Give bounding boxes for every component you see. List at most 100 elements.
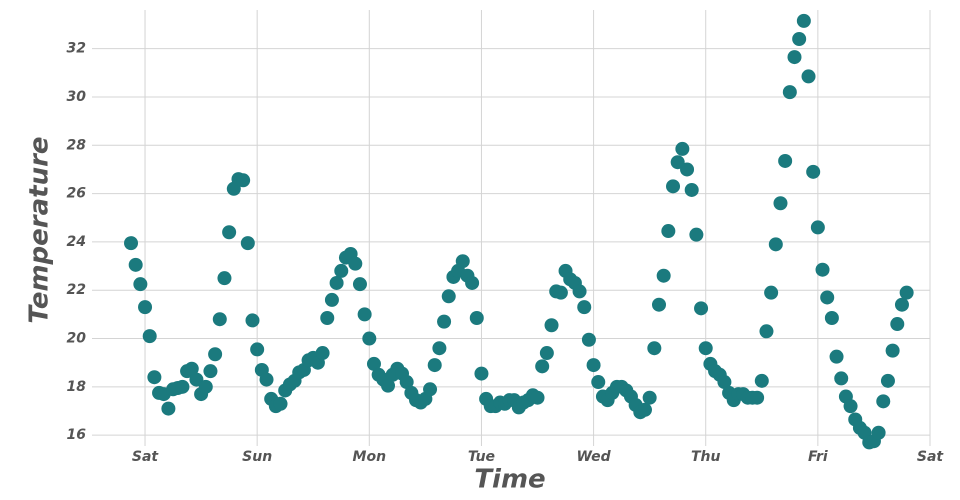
point — [694, 301, 709, 316]
point — [773, 196, 788, 211]
point — [474, 366, 489, 381]
point — [759, 324, 774, 339]
point — [366, 356, 381, 371]
point — [399, 375, 414, 390]
point — [544, 318, 559, 333]
point — [208, 347, 223, 362]
point — [787, 50, 802, 65]
point — [437, 314, 452, 329]
x-tick-label: Thu — [691, 449, 721, 465]
point — [198, 379, 213, 394]
point — [553, 285, 568, 300]
point — [806, 164, 821, 179]
point — [469, 311, 484, 326]
x-tick-label: Mon — [353, 449, 387, 465]
point — [750, 390, 765, 405]
point — [778, 153, 793, 168]
y-axis-title: Temperature — [25, 136, 55, 323]
point — [899, 285, 914, 300]
point — [577, 300, 592, 315]
y-tick-label: 18 — [67, 379, 87, 395]
point — [212, 312, 227, 327]
point — [675, 141, 690, 156]
x-tick-label: Sun — [242, 449, 272, 465]
point — [792, 31, 807, 46]
x-tick-label: Fri — [808, 449, 828, 465]
point — [432, 341, 447, 356]
point — [362, 331, 377, 346]
point — [829, 349, 844, 364]
y-tick-label: 32 — [67, 41, 86, 57]
x-axis-title: Time — [474, 465, 545, 495]
point — [894, 297, 909, 312]
x-tick-label: Sat — [917, 449, 945, 465]
point — [642, 390, 657, 405]
point — [245, 313, 260, 328]
point — [782, 85, 797, 100]
point — [539, 346, 554, 361]
x-tick-label: Wed — [577, 449, 612, 465]
point — [717, 375, 732, 390]
point — [441, 289, 456, 304]
point — [315, 346, 330, 361]
point — [796, 13, 811, 28]
point — [843, 399, 858, 414]
point — [138, 300, 153, 315]
point — [680, 162, 695, 177]
point — [324, 292, 339, 307]
y-tick-label: 26 — [67, 186, 87, 202]
point — [637, 402, 652, 417]
point — [184, 361, 199, 376]
y-tick-label: 16 — [67, 427, 87, 443]
point — [175, 379, 190, 394]
point — [820, 290, 835, 305]
point — [203, 364, 218, 379]
point — [161, 401, 176, 416]
point — [834, 371, 849, 386]
point — [380, 378, 395, 393]
point — [880, 373, 895, 388]
y-tick-label: 22 — [67, 282, 86, 298]
point — [768, 237, 783, 252]
point — [698, 341, 713, 356]
point — [647, 341, 662, 356]
y-tick-label: 28 — [67, 137, 87, 153]
point — [572, 284, 587, 299]
point — [455, 254, 470, 269]
point — [273, 396, 288, 411]
point — [128, 257, 143, 272]
point — [651, 297, 666, 312]
point — [801, 69, 816, 84]
point — [217, 271, 232, 286]
point — [147, 370, 162, 385]
point — [334, 263, 349, 278]
point — [329, 275, 344, 290]
point — [890, 317, 905, 332]
x-tick-label: Tue — [468, 449, 495, 465]
point — [423, 382, 438, 397]
point — [240, 236, 255, 251]
point — [320, 311, 335, 326]
point — [357, 307, 372, 322]
point — [124, 236, 139, 251]
point — [824, 311, 839, 326]
y-tick-label: 20 — [67, 331, 87, 347]
point — [591, 375, 606, 390]
point — [871, 425, 886, 440]
point — [876, 394, 891, 409]
point — [581, 332, 596, 347]
point — [535, 359, 550, 374]
y-tick-label: 24 — [67, 234, 86, 250]
point — [348, 256, 363, 271]
point — [142, 329, 157, 344]
y-tick-label: 30 — [67, 89, 87, 105]
point — [684, 182, 699, 197]
point — [427, 358, 442, 373]
point — [259, 372, 274, 387]
point — [810, 220, 825, 235]
point — [689, 227, 704, 242]
point — [465, 275, 480, 290]
x-tick-label: Sat — [132, 449, 160, 465]
